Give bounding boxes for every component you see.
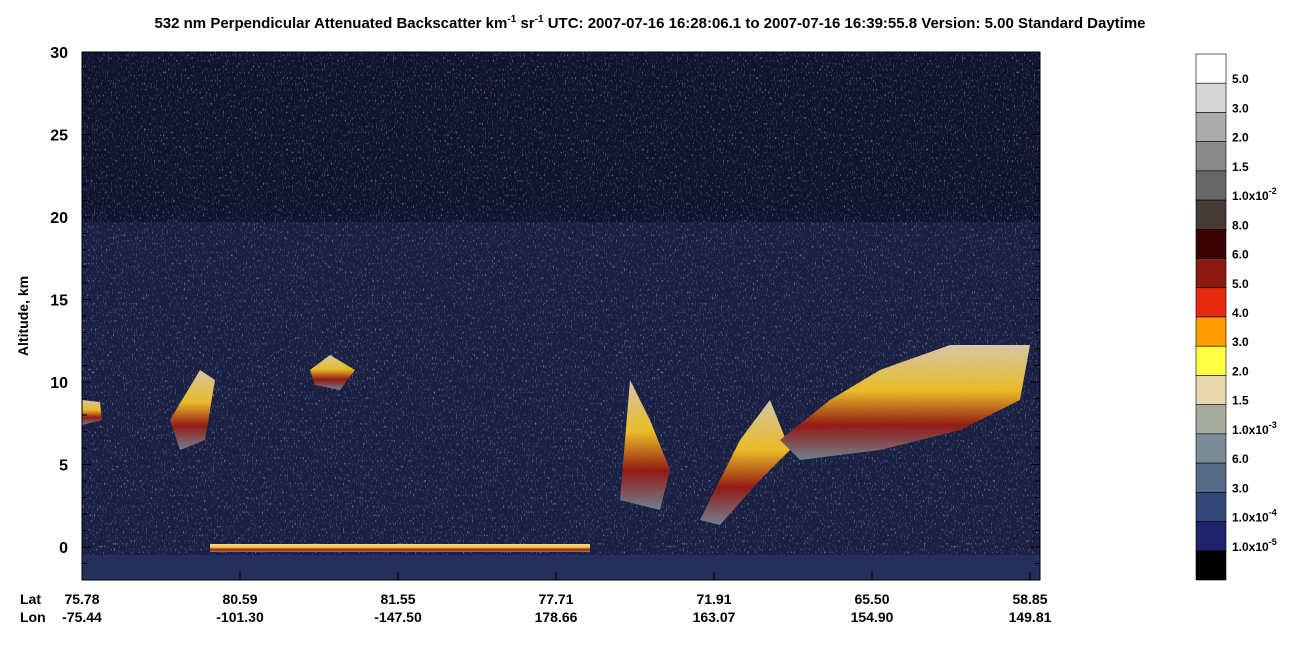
colorbar-label: 3.0 bbox=[1232, 101, 1249, 115]
colorbar-cell bbox=[1195, 316, 1227, 347]
colorbar-label-base: 1.0x10 bbox=[1232, 189, 1269, 203]
colorbar-label: 6.0 bbox=[1232, 248, 1249, 262]
colorbar-label: 3.0 bbox=[1232, 481, 1249, 495]
chart-title: 532 nm Perpendicular Attenuated Backscat… bbox=[154, 14, 1145, 32]
colorbar-label: 6.0 bbox=[1232, 452, 1249, 466]
x-tick-label: 178.66 bbox=[535, 609, 578, 625]
x-row-label: Lon bbox=[20, 609, 46, 625]
x-tick-label: 154.90 bbox=[851, 609, 894, 625]
y-axis-label: Altitude, km bbox=[15, 276, 31, 356]
colorbar-label: 1.5 bbox=[1232, 160, 1249, 174]
colorbar-cell bbox=[1195, 287, 1227, 318]
x-tick-label: 80.59 bbox=[222, 591, 257, 607]
x-tick-label: -147.50 bbox=[374, 609, 422, 625]
y-tick-label: 15 bbox=[50, 293, 68, 310]
colorbar-cell bbox=[1195, 492, 1227, 522]
colorbar-label: 8.0 bbox=[1232, 218, 1249, 232]
title-text: UTC: 2007-07-16 16:28:06.1 to 2007-07-16… bbox=[544, 15, 1146, 32]
x-tick-label: 58.85 bbox=[1012, 591, 1047, 607]
colorbar-cell bbox=[1195, 258, 1227, 289]
y-tick-label: 25 bbox=[50, 128, 68, 145]
x-tick-label: 149.81 bbox=[1009, 609, 1052, 625]
colorbar-label-exponent: -3 bbox=[1269, 420, 1277, 430]
colorbar-label: 1.0x10-2 bbox=[1232, 186, 1277, 203]
colorbar-cell bbox=[1195, 170, 1227, 201]
colorbar-cell bbox=[1195, 550, 1227, 581]
colorbar-label: 1.0x10-4 bbox=[1232, 508, 1277, 525]
colorbar-label-base: 1.0x10 bbox=[1232, 511, 1269, 525]
colorbar-label: 2.0 bbox=[1232, 364, 1249, 378]
x-tick-label: 65.50 bbox=[854, 591, 889, 607]
x-tick-label: 81.55 bbox=[380, 591, 415, 607]
colorbar-cell bbox=[1195, 229, 1227, 259]
colorbar-cell bbox=[1195, 53, 1227, 84]
colorbar-cell bbox=[1195, 404, 1227, 435]
colorbar-label-exponent: -5 bbox=[1269, 537, 1277, 547]
y-tick-label: 10 bbox=[50, 375, 68, 392]
title-text: sr bbox=[516, 15, 535, 32]
colorbar-label-base: 1.0x10 bbox=[1232, 540, 1269, 554]
y-tick-label: 20 bbox=[50, 210, 68, 227]
colorbar-cell bbox=[1195, 462, 1227, 493]
x-tick-label: 71.91 bbox=[696, 591, 731, 607]
colorbar-label: 4.0 bbox=[1232, 306, 1249, 320]
colorbar-label-exponent: -2 bbox=[1269, 186, 1277, 196]
colorbar-label: 1.0x10-3 bbox=[1232, 420, 1277, 437]
colorbar-label: 5.0 bbox=[1232, 72, 1249, 86]
x-row-label: Lat bbox=[20, 591, 41, 607]
colorbar-cell bbox=[1195, 199, 1227, 230]
y-tick-label: 30 bbox=[50, 45, 68, 62]
y-tick-label: 0 bbox=[59, 540, 68, 557]
title-superscript: -1 bbox=[535, 14, 544, 25]
title-superscript: -1 bbox=[507, 14, 516, 25]
x-tick-label: 163.07 bbox=[693, 609, 736, 625]
colorbar-label: 5.0 bbox=[1232, 277, 1249, 291]
plot-image bbox=[81, 51, 1041, 581]
colorbar-label-exponent: -4 bbox=[1269, 508, 1277, 518]
colorbar-label: 1.5 bbox=[1232, 394, 1249, 408]
colorbar-label: 3.0 bbox=[1232, 335, 1249, 349]
x-tick-label: 75.78 bbox=[64, 591, 99, 607]
title-text: 532 nm Perpendicular Attenuated Backscat… bbox=[154, 15, 507, 32]
x-tick-label: 77.71 bbox=[538, 591, 573, 607]
colorbar-cell bbox=[1195, 141, 1227, 172]
colorbar-cell bbox=[1195, 112, 1227, 142]
x-tick-label: -75.44 bbox=[62, 609, 102, 625]
colorbar-cell bbox=[1195, 375, 1227, 405]
colorbar-cell bbox=[1195, 521, 1227, 552]
y-tick-label: 5 bbox=[59, 458, 68, 475]
x-tick-label: -101.30 bbox=[216, 609, 264, 625]
colorbar-label: 2.0 bbox=[1232, 131, 1249, 145]
colorbar-cell bbox=[1195, 433, 1227, 464]
colorbar-cell bbox=[1195, 345, 1227, 376]
colorbar-label: 1.0x10-5 bbox=[1232, 537, 1277, 554]
colorbar-cell bbox=[1195, 82, 1227, 113]
colorbar-label-base: 1.0x10 bbox=[1232, 423, 1269, 437]
